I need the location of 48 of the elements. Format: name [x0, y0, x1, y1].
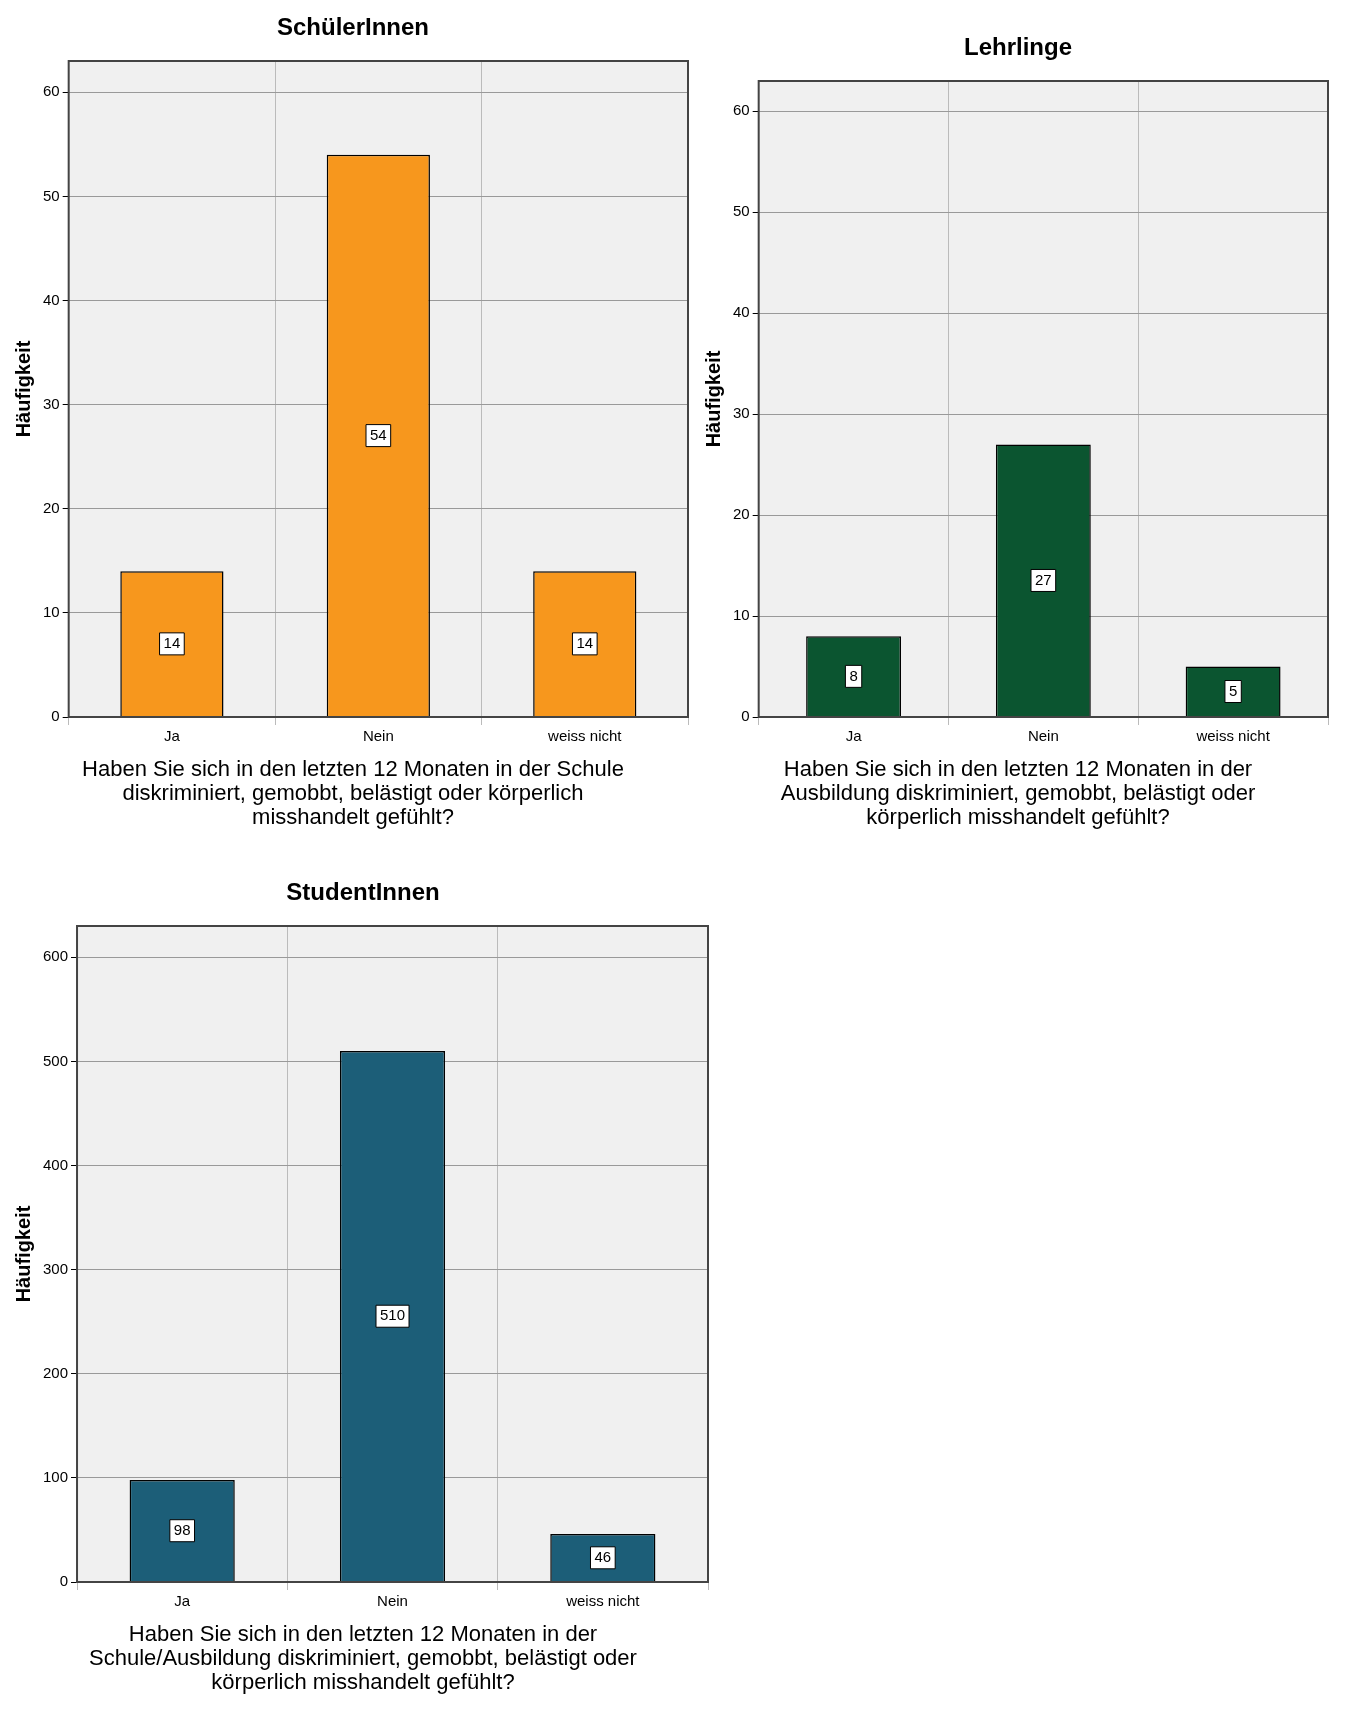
y-axis-title: Häufigkeit	[11, 340, 34, 438]
y-tick-label: 600	[43, 947, 69, 965]
data-label: 46	[594, 1547, 612, 1565]
x-tick-label: weiss nicht	[565, 1592, 641, 1610]
data-label: 98	[173, 1520, 191, 1538]
data-label: 14	[163, 634, 181, 651]
y-tick-label: 100	[43, 1468, 69, 1486]
y-tick-label: 200	[43, 1363, 69, 1381]
data-label: 510	[380, 1306, 406, 1324]
y-tick-label: 500	[43, 1051, 69, 1069]
chart-title: Lehrlinge	[963, 33, 1073, 61]
data-label: 14	[576, 634, 594, 651]
x-tick-label: Ja	[174, 1592, 191, 1610]
data-label: 54	[370, 425, 387, 443]
x-tick-label: Ja	[163, 727, 181, 745]
y-tick-label: 0	[51, 707, 60, 725]
x-tick-label: Nein	[377, 1592, 408, 1610]
y-tick-label: 20	[43, 498, 60, 516]
data-label: 8	[849, 666, 858, 684]
x-axis-title: Haben Sie sich in den letzten 12 Monaten in der Ausbildung diskriminiert, gemobbt, belästigt oder körperlich misshandelt gefühlt?	[779, 756, 1257, 830]
y-tick-label: 50	[43, 186, 60, 204]
x-tick-label: Nein	[1027, 727, 1059, 745]
chart-title: StudentInnen	[285, 878, 441, 906]
y-axis-title: Häufigkeit	[11, 1205, 34, 1303]
y-tick-label: 400	[43, 1155, 69, 1173]
x-axis-title: Haben Sie sich in den letzten 12 Monaten in der Schule/Ausbildung diskriminiert, gemobbt, belästigt oder körperlich misshandelt gefühlt?	[88, 1621, 638, 1695]
y-tick-label: 30	[733, 404, 750, 422]
data-label: 5	[1228, 681, 1238, 699]
y-tick-label: 0	[59, 1572, 69, 1590]
y-tick-label: 40	[43, 290, 60, 308]
x-tick-label: weiss nicht	[547, 727, 623, 745]
chart-title: SchülerInnen	[276, 13, 430, 41]
y-tick-label: 0	[741, 707, 750, 725]
y-tick-label: 10	[733, 606, 750, 624]
y-tick-label: 20	[733, 505, 750, 523]
y-tick-label: 10	[43, 603, 60, 621]
y-tick-label: 50	[733, 202, 750, 220]
x-tick-label: Nein	[362, 727, 394, 745]
y-tick-label: 300	[43, 1259, 69, 1277]
y-tick-label: 30	[43, 394, 60, 412]
data-label: 27	[1035, 570, 1052, 588]
x-axis-title: Haben Sie sich in den letzten 12 Monaten in der Schule diskriminiert, gemobbt, belästigt oder körperlich misshandelt gefühlt?	[81, 756, 625, 830]
y-tick-label: 40	[733, 303, 750, 321]
x-tick-label: Ja	[845, 727, 863, 745]
y-tick-label: 60	[733, 101, 750, 119]
y-tick-label: 60	[43, 82, 60, 100]
x-tick-label: weiss nicht	[1195, 727, 1271, 745]
y-axis-title: Häufigkeit	[701, 350, 724, 448]
